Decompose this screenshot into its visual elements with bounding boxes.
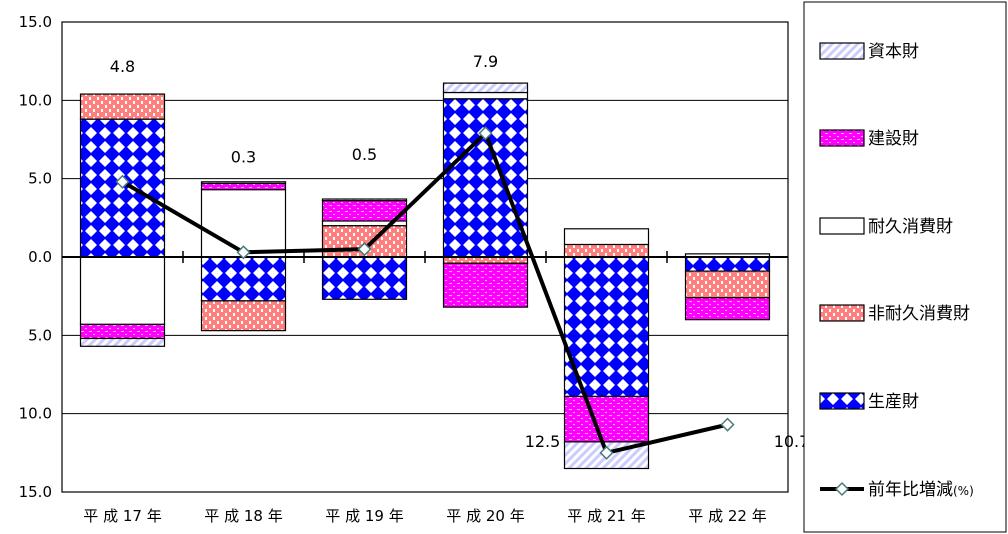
bar-segment-kensetsu <box>79 323 166 340</box>
bar-segment-shihon <box>79 337 166 347</box>
bar-segment-shihon <box>200 181 287 184</box>
line-path <box>121 131 728 455</box>
legend-swatch-seisan <box>819 392 865 410</box>
data-labels: 4.8 0.3 0.5 7.9 12.5 10.7 <box>110 52 810 451</box>
data-label: 7.9 <box>473 52 498 71</box>
line-point-marker <box>357 242 372 257</box>
bar-segment-hitaikyu <box>684 270 771 299</box>
line-point-marker <box>115 174 130 189</box>
y-tick-label: 10.0 <box>19 91 52 109</box>
data-label: 0.5 <box>352 145 377 164</box>
data-label: 12.5 <box>525 432 561 451</box>
line-point-marker <box>478 126 493 141</box>
y-tick-label: 15.0 <box>19 483 52 501</box>
legend-label: 前年比増減(%) <box>868 480 974 500</box>
legend-label: 非耐久消費財 <box>868 304 970 324</box>
legend-line-marker <box>834 481 850 497</box>
bar-segment-seisan <box>442 98 529 258</box>
bar-segment-shihon <box>442 82 529 94</box>
bar-segment-seisan <box>563 256 650 398</box>
line-series <box>115 126 735 460</box>
line-point-marker <box>599 445 614 460</box>
plot-area <box>61 21 789 493</box>
line-point-marker <box>236 245 251 260</box>
x-category-label: 平 成 21 年 <box>567 507 645 525</box>
bar-segment-hitaikyu <box>563 243 650 258</box>
legend-unit: (%) <box>953 484 974 498</box>
legend-frame <box>803 1 1007 533</box>
x-category-label: 平 成 22 年 <box>688 507 766 525</box>
zero-axis <box>62 251 788 263</box>
x-category-label: 平 成 18 年 <box>204 507 282 525</box>
bar-segment-seisan <box>321 256 408 300</box>
legend-label: 耐久消費財 <box>868 217 953 237</box>
bar-segment-hitaikyu <box>200 300 287 332</box>
y-tick-label: 0.0 <box>28 248 52 266</box>
bar-segment-kensetsu <box>563 395 650 443</box>
legend-swatch-hitaikyu <box>819 304 865 322</box>
bar-segment-taikyu <box>442 91 529 100</box>
x-category-label: 平 成 17 年 <box>83 507 161 525</box>
legend-label: 資本財 <box>868 42 919 62</box>
legend-swatch-taikyu <box>819 217 865 235</box>
data-label: 10.7 <box>774 432 810 451</box>
legend-label: 建設財 <box>868 129 919 149</box>
y-axis-tick-labels: 15.0 10.0 5.0 0.0 5.0 10.0 15.0 <box>19 13 52 501</box>
bar-segment-taikyu <box>79 256 166 325</box>
x-category-label: 平 成 19 年 <box>325 507 403 525</box>
bar-segment-taikyu <box>563 228 650 246</box>
legend-swatch-shihon <box>819 42 865 60</box>
legend-label: 生産財 <box>868 392 919 412</box>
x-axis-category-labels: 平 成 17 年 平 成 18 年 平 成 19 年 平 成 20 年 平 成 21 年… <box>83 507 766 525</box>
bar-segment-kensetsu <box>321 200 408 222</box>
bar-segment-kensetsu <box>200 182 287 191</box>
bar-segment-kensetsu <box>442 262 529 308</box>
bar-segment-shihon <box>321 198 408 202</box>
legend-swatch-kensetsu <box>819 129 865 147</box>
bar-segment-hitaikyu <box>79 93 166 120</box>
bar-segment-seisan <box>200 256 287 302</box>
line-point-marker <box>720 417 735 432</box>
data-label: 0.3 <box>231 147 256 166</box>
y-tick-label: 10.0 <box>19 405 52 423</box>
y-tick-label: 5.0 <box>28 170 52 188</box>
bar-segment-kensetsu <box>684 297 771 321</box>
gridlines <box>62 99 788 415</box>
data-label: 4.8 <box>110 57 135 76</box>
x-category-label: 平 成 20 年 <box>446 507 524 525</box>
y-tick-label: 15.0 <box>19 13 52 31</box>
y-tick-label: 5.0 <box>28 326 52 344</box>
bar-segment-seisan <box>684 256 771 272</box>
